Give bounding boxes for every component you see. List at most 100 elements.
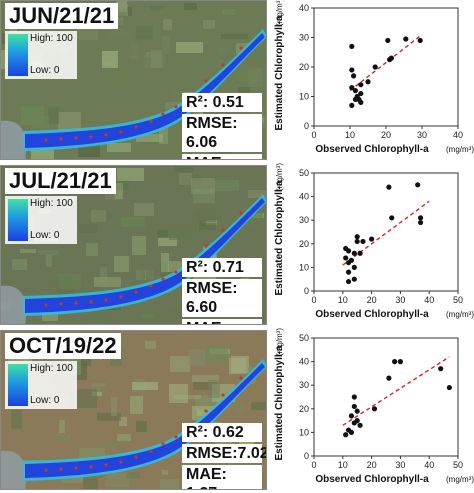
x-tick-label: 10 bbox=[345, 130, 355, 140]
plot-frame bbox=[313, 7, 459, 127]
x-tick-label: 40 bbox=[424, 460, 434, 470]
sampling-point bbox=[119, 130, 123, 134]
y-tick-label: 10 bbox=[299, 92, 309, 102]
map-texture bbox=[170, 298, 192, 308]
y-tick-label: 0 bbox=[304, 121, 309, 131]
sampling-point bbox=[134, 455, 138, 459]
rmse-metric: RMSE: 6.06 bbox=[182, 114, 262, 152]
x-tick-label: 20 bbox=[367, 295, 377, 305]
data-point bbox=[372, 64, 378, 70]
data-point bbox=[345, 248, 352, 254]
map-texture bbox=[79, 224, 98, 233]
sampling-point bbox=[44, 468, 48, 472]
data-point bbox=[385, 37, 391, 44]
sampling-point bbox=[104, 133, 108, 137]
data-point bbox=[352, 88, 358, 94]
sampling-point bbox=[74, 466, 78, 470]
x-tick-label: 0 bbox=[311, 295, 316, 305]
map-texture bbox=[176, 42, 203, 53]
map-texture bbox=[170, 356, 190, 372]
sampling-point bbox=[174, 105, 178, 109]
sampling-point bbox=[59, 467, 63, 471]
sampling-point bbox=[89, 300, 93, 304]
data-point bbox=[351, 403, 357, 410]
map-texture bbox=[102, 51, 118, 68]
map-texture bbox=[59, 420, 65, 433]
map-texture bbox=[141, 270, 154, 279]
map-texture bbox=[248, 190, 266, 198]
map-texture bbox=[31, 148, 54, 159]
data-point bbox=[352, 96, 358, 103]
map-texture bbox=[179, 173, 192, 185]
legend-low-label: Low: 0 bbox=[30, 395, 60, 406]
x-tick-label: 10 bbox=[338, 460, 348, 470]
map-texture bbox=[86, 243, 98, 256]
map-texture bbox=[191, 178, 215, 194]
sampling-point bbox=[119, 295, 123, 299]
data-point bbox=[386, 375, 392, 381]
data-point bbox=[358, 99, 364, 105]
map-texture bbox=[191, 175, 202, 180]
x-axis-unit: (mg/m³) bbox=[446, 475, 474, 484]
map-texture bbox=[73, 152, 79, 159]
sampling-point bbox=[204, 79, 208, 83]
x-axis-title: Observed Chlorophyll-a bbox=[315, 309, 429, 320]
sampling-point bbox=[174, 270, 178, 274]
y-tick-label: 30 bbox=[299, 380, 309, 390]
map-texture bbox=[48, 107, 59, 124]
map-texture bbox=[77, 29, 98, 40]
map-texture bbox=[58, 274, 81, 289]
sampling-point bbox=[74, 136, 78, 140]
x-tick-label: 20 bbox=[381, 130, 391, 140]
map-texture bbox=[131, 269, 145, 287]
data-point bbox=[351, 276, 357, 282]
regression-line bbox=[342, 356, 450, 426]
scatter-plot: 0 10 20 30 40 50 0 10 20 30 40 50 Observed Chlorophy… bbox=[268, 328, 474, 490]
map-texture bbox=[103, 443, 121, 447]
map-texture bbox=[203, 20, 215, 29]
mae-metric: MAE: 1.41 bbox=[182, 319, 262, 324]
sampling-point bbox=[44, 303, 48, 307]
x-tick-label: 10 bbox=[338, 295, 348, 305]
x-tick-label: 30 bbox=[395, 295, 405, 305]
metrics-box: R²: 0.62 RMSE:7.02 MAE: 1.27 bbox=[182, 423, 266, 489]
legend-low-label: Low: 0 bbox=[30, 230, 60, 241]
data-point bbox=[446, 384, 452, 391]
sampling-point bbox=[149, 119, 153, 123]
scatter-svg: 0 10 20 30 40 0 10 20 30 40 Observed Chlorophyll-a… bbox=[274, 0, 474, 155]
map-texture bbox=[91, 210, 106, 222]
y-tick-label: 20 bbox=[299, 62, 309, 72]
x-axis-unit: (mg/m³) bbox=[446, 310, 474, 319]
map-texture bbox=[111, 397, 117, 416]
plot-frame bbox=[313, 172, 459, 292]
map-texture bbox=[205, 344, 228, 363]
data-point bbox=[349, 85, 355, 91]
data-point bbox=[343, 255, 349, 261]
map-texture bbox=[214, 221, 225, 230]
map-texture bbox=[12, 259, 27, 270]
data-point bbox=[358, 90, 364, 97]
date-label: JUN/21/21 bbox=[5, 3, 119, 29]
map-texture bbox=[126, 472, 140, 479]
map-texture bbox=[218, 46, 228, 53]
data-point bbox=[403, 36, 409, 42]
sampling-point bbox=[149, 284, 153, 288]
map-texture bbox=[136, 26, 153, 39]
data-point bbox=[354, 238, 360, 245]
map-texture bbox=[145, 341, 156, 349]
x-tick-label: 50 bbox=[453, 295, 463, 305]
map-texture bbox=[136, 421, 147, 432]
map-texture bbox=[106, 473, 130, 487]
map-water-area bbox=[1, 120, 26, 159]
data-point bbox=[354, 418, 360, 424]
y-tick-label: 10 bbox=[299, 262, 309, 272]
map-texture bbox=[158, 238, 177, 246]
date-label: JUL/21/21 bbox=[5, 168, 116, 194]
data-point bbox=[349, 102, 355, 108]
data-point bbox=[351, 73, 357, 79]
map-texture bbox=[46, 255, 52, 267]
map-texture bbox=[56, 434, 71, 441]
date-label: OCT/19/22 bbox=[5, 333, 121, 359]
map-texture bbox=[92, 383, 106, 387]
map-texture bbox=[215, 180, 239, 191]
